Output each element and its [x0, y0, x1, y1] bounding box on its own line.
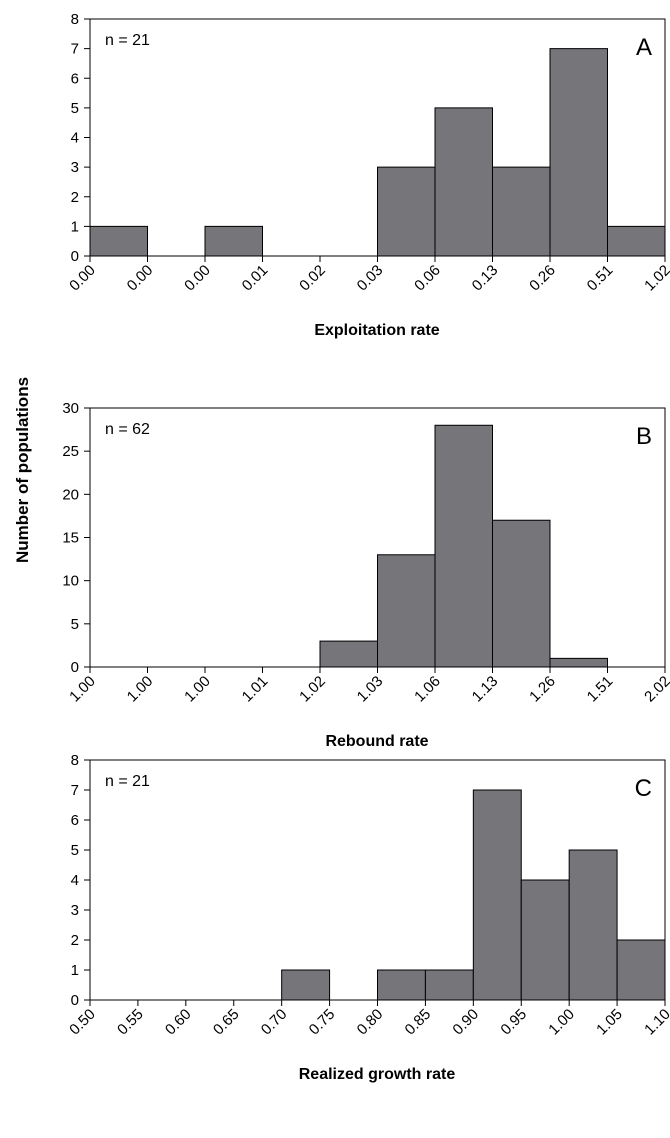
y-tick-label: 5 [71, 616, 79, 633]
bar-12 [616, 939, 666, 1001]
x-tick-label: 1.10 [641, 1006, 670, 1039]
bar-7 [434, 107, 493, 257]
panel-letter: C [635, 775, 652, 802]
x-tick-label: 1.02 [296, 673, 329, 706]
x-tick-label: 0.90 [449, 1006, 482, 1039]
bar-7 [377, 969, 426, 1001]
y-tick-label: 1 [71, 962, 79, 979]
x-tick-label: 2.02 [641, 673, 670, 706]
x-axis-title: Realized growth rate [299, 1066, 456, 1083]
x-tick-label: 0.01 [239, 262, 272, 295]
x-tick-label: 1.06 [411, 673, 444, 706]
x-tick-label: 0.95 [497, 1006, 530, 1039]
x-tick-label: 0.50 [66, 1006, 99, 1039]
y-tick-label: 3 [71, 159, 79, 176]
sample-size-label: n = 21 [105, 773, 150, 790]
y-tick-label: 4 [71, 872, 79, 889]
bar-7 [434, 424, 493, 668]
x-tick-label: 0.00 [124, 262, 157, 295]
y-tick-label: 8 [71, 11, 79, 28]
bar-6 [377, 166, 436, 257]
x-tick-label: 0.03 [354, 262, 387, 295]
x-tick-label: 0.65 [210, 1006, 243, 1039]
x-tick-label: 1.00 [181, 673, 214, 706]
panel-a-exploitation-rate: 0 1 2 3 4 5 6 7 8 0.00 0.00 0.00 0.01 0.02 0.03 0.06 0.1… [66, 11, 670, 339]
x-tick-label: 1.00 [545, 1006, 578, 1039]
y-tick-label: 2 [71, 189, 79, 206]
x-tick-label: 1.03 [354, 673, 387, 706]
x-tick-label: 0.06 [411, 262, 444, 295]
x-tick-label: 1.00 [66, 673, 99, 706]
y-tick-label: 0 [71, 992, 79, 1009]
panel-letter: A [636, 34, 652, 61]
bar-10 [520, 879, 570, 1001]
y-tick-label: 8 [71, 752, 79, 769]
bar-6 [377, 554, 436, 668]
bar-1 [89, 225, 148, 257]
sample-size-label: n = 21 [105, 32, 150, 49]
x-tick-label: 0.51 [584, 262, 617, 295]
panel-c-realized-growth-rate: 0 1 2 3 4 5 6 7 8 0.50 0.55 0.60 0.65 0.70 0.75 0.80 0.8… [66, 752, 670, 1083]
y-axis-title: Number of populations [13, 377, 32, 563]
bar-5 [281, 969, 331, 1001]
x-tick-label: 0.60 [162, 1006, 195, 1039]
x-tick-label: 0.80 [354, 1006, 387, 1039]
y-tick-label: 4 [71, 130, 79, 147]
y-tick-label: 5 [71, 842, 79, 859]
x-tick-label: 0.13 [469, 262, 502, 295]
x-tick-label: 1.01 [239, 673, 272, 706]
x-axis-title: Exploitation rate [314, 322, 439, 339]
bar-9 [472, 789, 522, 1001]
y-tick-label: 7 [71, 41, 79, 58]
x-tick-label: 0.00 [181, 262, 214, 295]
x-tick-label: 0.85 [402, 1006, 435, 1039]
y-tick-label: 0 [71, 248, 79, 265]
bar-8 [492, 166, 551, 257]
y-tick-label: 1 [71, 218, 79, 235]
y-tick-label: 25 [62, 443, 79, 460]
y-tick-label: 6 [71, 812, 79, 829]
x-tick-label: 0.00 [66, 262, 99, 295]
bar-5 [319, 640, 378, 668]
y-tick-label: 6 [71, 70, 79, 87]
x-tick-label: 0.26 [526, 262, 559, 295]
bar-9 [549, 48, 608, 257]
y-tick-label: 20 [62, 486, 79, 503]
x-tick-label: 0.70 [258, 1006, 291, 1039]
x-tick-label: 1.00 [124, 673, 157, 706]
x-tick-label: 0.02 [296, 262, 329, 295]
panel-letter: B [636, 423, 652, 450]
x-tick-label: 1.13 [469, 673, 502, 706]
panel-b-rebound-rate: 0 5 10 15 20 25 30 1.00 1.00 1.00 1.01 1.02 1.03 1.06… [62, 400, 670, 750]
y-tick-label: 0 [71, 659, 79, 676]
y-tick-label: 2 [71, 932, 79, 949]
bar-10 [607, 225, 666, 257]
y-tick-label: 5 [71, 100, 79, 117]
x-tick-label: 1.05 [593, 1006, 626, 1039]
x-axis-title: Rebound rate [325, 733, 428, 750]
x-tick-label: 1.26 [526, 673, 559, 706]
y-tick-label: 3 [71, 902, 79, 919]
bar-8 [492, 519, 551, 668]
y-tick-label: 10 [62, 573, 79, 590]
x-tick-label: 1.02 [641, 262, 670, 295]
y-tick-label: 15 [62, 530, 79, 547]
y-tick-label: 7 [71, 782, 79, 799]
x-tick-label: 0.55 [114, 1006, 147, 1039]
bar-11 [568, 849, 618, 1001]
x-tick-label: 0.75 [306, 1006, 339, 1039]
x-tick-label: 1.51 [584, 673, 617, 706]
bar-9 [549, 657, 608, 668]
bar-3 [204, 225, 263, 257]
sample-size-label: n = 62 [105, 421, 150, 438]
y-tick-label: 30 [62, 400, 79, 417]
bar-8 [424, 969, 474, 1001]
